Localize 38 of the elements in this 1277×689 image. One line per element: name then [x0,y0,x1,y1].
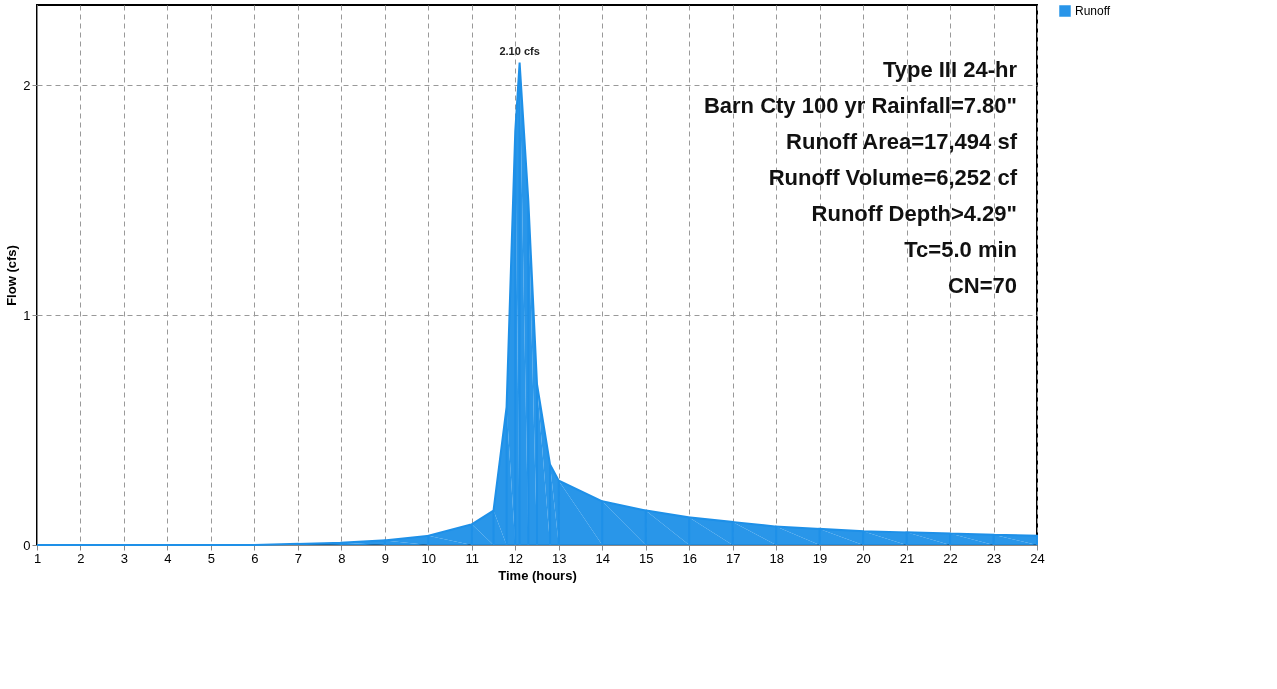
x-tick-label: 17 [725,550,741,566]
x-tick-label: 4 [164,550,172,566]
annotation: Runoff Volume=6,252 cf [768,165,1018,190]
annotation: CN=70 [947,273,1017,298]
x-tick-label: 15 [638,550,654,566]
x-tick-label: 14 [595,550,610,566]
x-tick-label: 19 [812,550,828,566]
x-tick-label: 1 [33,550,42,566]
x-tick-label: 18 [769,550,784,566]
x-tick-label: 23 [986,550,1002,566]
annotation: Runoff Depth>4.29" [811,201,1017,226]
x-tick-label: 20 [856,550,871,566]
x-tick-label: 8 [338,550,346,566]
x-tick-label: 21 [899,550,915,566]
x-tick-label: 22 [943,550,958,566]
annotation: 2.10 cfs [499,45,540,58]
x-tick-label: 12 [508,550,523,566]
x-tick-label: 6 [251,550,259,566]
x-axis-title: Time (hours) [498,567,577,583]
x-tick-label: 2 [77,550,85,566]
x-tick-label: 10 [421,550,437,566]
y-tick-label: 1 [23,307,31,323]
x-tick-label: 3 [120,550,129,566]
annotation: Barn Cty 100 yr Rainfall=7.80" [703,93,1017,118]
y-axis-title: Flow (cfs) [4,245,20,306]
x-tick-label: 9 [381,550,389,566]
y-tick-label: 2 [23,77,31,93]
x-tick-label: 16 [682,550,697,566]
x-tick-label: 13 [552,550,567,566]
x-tick-label: 24 [1030,550,1045,566]
x-tick-label: 7 [294,550,302,566]
legend-label: Runoff [1075,4,1111,18]
annotation: Tc=5.0 min [904,237,1017,262]
x-tick-label: 5 [207,550,216,566]
annotation: Type III 24-hr [882,57,1018,82]
y-tick-label: 0 [23,537,31,553]
annotation: Runoff Area=17,494 sf [786,129,1018,154]
x-tick-label: 11 [465,550,480,566]
